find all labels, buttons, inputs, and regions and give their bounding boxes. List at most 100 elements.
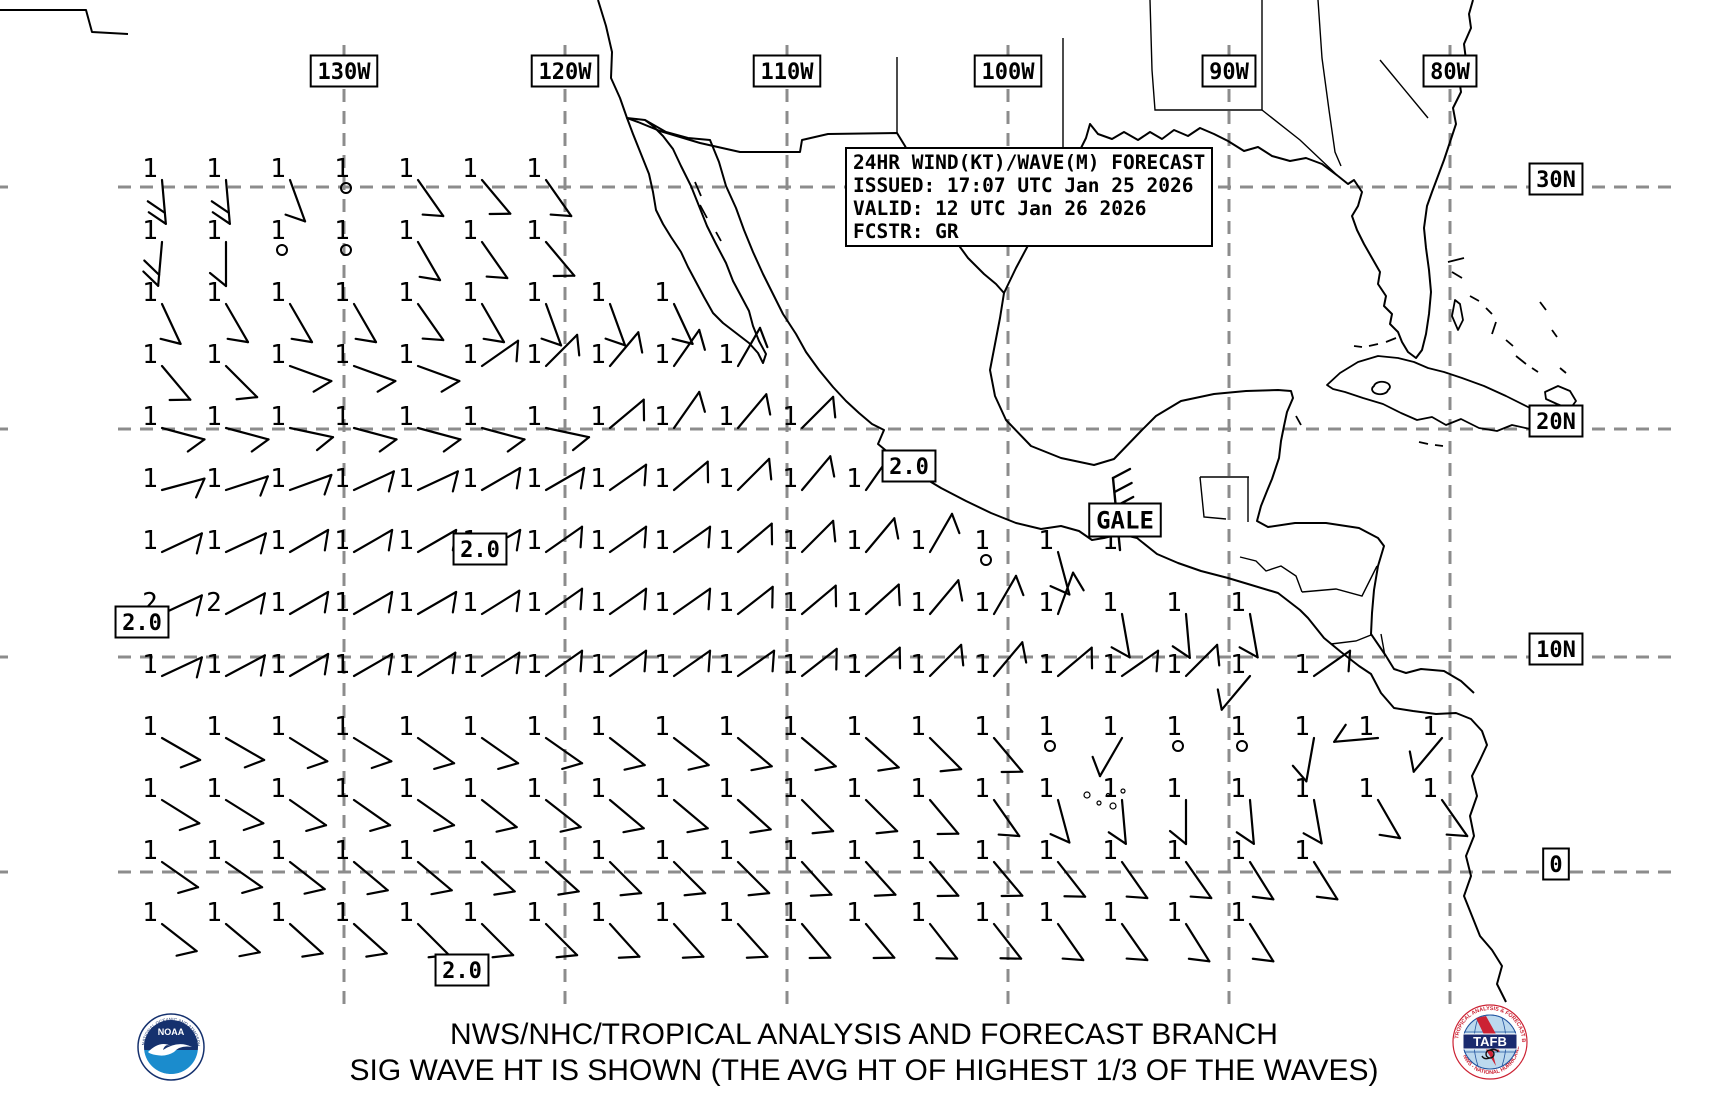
wind-barb-icon [864, 922, 896, 960]
station-barb: 1 [974, 898, 1023, 960]
wave-height-label: 2.0 [881, 449, 937, 483]
station-barb: 1 [270, 340, 333, 393]
coastline-path [597, 0, 1339, 294]
svg-text:1: 1 [782, 898, 798, 928]
station-barb: 1 [590, 774, 645, 834]
wind-barb-icon [672, 460, 710, 492]
svg-text:1: 1 [846, 898, 862, 928]
station-barb: 1 [590, 836, 643, 897]
svg-text:1: 1 [462, 464, 478, 494]
svg-text:1: 1 [590, 464, 606, 494]
info-issued: ISSUED: 17:07 UTC Jan 25 2026 [853, 174, 1194, 197]
wind-barb-icon [1248, 922, 1275, 963]
wind-barb-icon [288, 652, 330, 678]
svg-text:1: 1 [270, 216, 286, 246]
svg-text:1: 1 [270, 278, 286, 308]
station-barb: 1 [846, 898, 896, 960]
svg-text:1: 1 [398, 526, 414, 556]
svg-text:1: 1 [1230, 588, 1246, 618]
station-barb: 1 [782, 898, 832, 960]
svg-text:2.0: 2.0 [442, 959, 482, 984]
station-barb: 1 [526, 836, 580, 896]
svg-text:1: 1 [526, 154, 542, 184]
wind-barb-icon [1184, 922, 1211, 963]
svg-text:1: 1 [1038, 898, 1054, 928]
tafb-logo-text: TAFB [1473, 1034, 1507, 1049]
island-path [1447, 257, 1567, 374]
wind-barb-icon [1376, 798, 1402, 840]
svg-text:1: 1 [590, 898, 606, 928]
coastline-path [0, 9, 129, 35]
svg-text:1: 1 [910, 650, 926, 680]
station-barb: 1 [334, 774, 392, 832]
station-barb: 1 [526, 333, 581, 370]
wind-barb-icon [1312, 649, 1352, 678]
svg-text:1: 1 [398, 340, 414, 370]
calm-wind-icon [340, 182, 352, 194]
svg-text:1: 1 [142, 464, 158, 494]
svg-text:1: 1 [782, 836, 798, 866]
station-barb: 1 [526, 216, 576, 278]
gale-label: GALE [1088, 502, 1162, 538]
wind-barb-icon [864, 798, 899, 835]
wind-barb-icon [480, 589, 521, 616]
station-barb: 1 [206, 898, 261, 958]
wind-barb-icon [992, 641, 1028, 678]
svg-text:1: 1 [462, 278, 478, 308]
wind-barb-icon [1333, 723, 1380, 743]
station-barb: 1 [1230, 774, 1255, 845]
wind-barb-icon [208, 240, 228, 288]
wind-barb-icon [224, 475, 269, 497]
calm-wind-icon [276, 244, 288, 256]
wind-barb-icon [416, 364, 461, 393]
station-barb: 1 [334, 216, 352, 256]
station-barb: 1 [206, 402, 270, 453]
svg-text:1: 1 [142, 774, 158, 804]
wind-barb-icon [1216, 674, 1252, 711]
svg-text:1: 1 [270, 588, 286, 618]
svg-text:2: 2 [206, 588, 222, 618]
station-barb: 1 [270, 588, 330, 618]
svg-text:1: 1 [1102, 588, 1118, 618]
svg-text:1: 1 [462, 216, 478, 246]
svg-text:1: 1 [142, 526, 158, 556]
svg-text:1: 1 [1038, 712, 1054, 742]
svg-text:1: 1 [1166, 712, 1182, 742]
wind-barb-icon [928, 736, 963, 773]
svg-text:1: 1 [270, 898, 286, 928]
station-barb: 1 [206, 340, 259, 401]
svg-text:1: 1 [718, 650, 734, 680]
station-barb: 1 [718, 774, 772, 834]
station-barb: 1 [782, 712, 837, 772]
station-barb: 1 [1102, 836, 1149, 900]
wind-barb-icon [352, 922, 388, 958]
svg-text:1: 1 [142, 898, 158, 928]
station-barb: 1 [1230, 588, 1259, 659]
forecast-info-box: 24HR WIND(KT)/WAVE(M) FORECAST ISSUED: 1… [845, 147, 1213, 247]
station-barb: 1 [846, 517, 900, 556]
svg-text:1: 1 [334, 712, 350, 742]
svg-text:1: 1 [846, 526, 862, 556]
station-barb: 1 [526, 525, 584, 556]
svg-text:1: 1 [718, 836, 734, 866]
station-barb: 1 [718, 898, 769, 959]
svg-text:1: 1 [206, 774, 222, 804]
wind-barb-icon [288, 922, 324, 958]
wind-barb-icon [1184, 860, 1213, 900]
svg-text:10N: 10N [1536, 638, 1576, 663]
wind-barb-icon [800, 798, 835, 835]
svg-text:1: 1 [334, 898, 350, 928]
wind-barb-icon [480, 860, 516, 896]
svg-text:1: 1 [1230, 712, 1246, 742]
svg-text:1: 1 [206, 898, 222, 928]
svg-text:1: 1 [974, 774, 990, 804]
wind-barb-icon [416, 470, 459, 493]
border-path [1149, 0, 1262, 111]
wind-barb-icon [544, 587, 584, 616]
svg-text:1: 1 [654, 898, 670, 928]
latitude-label: 0 [1542, 847, 1570, 881]
wind-barb-icon [1107, 798, 1127, 845]
svg-text:1: 1 [782, 712, 798, 742]
wind-barb-icon [160, 736, 202, 769]
